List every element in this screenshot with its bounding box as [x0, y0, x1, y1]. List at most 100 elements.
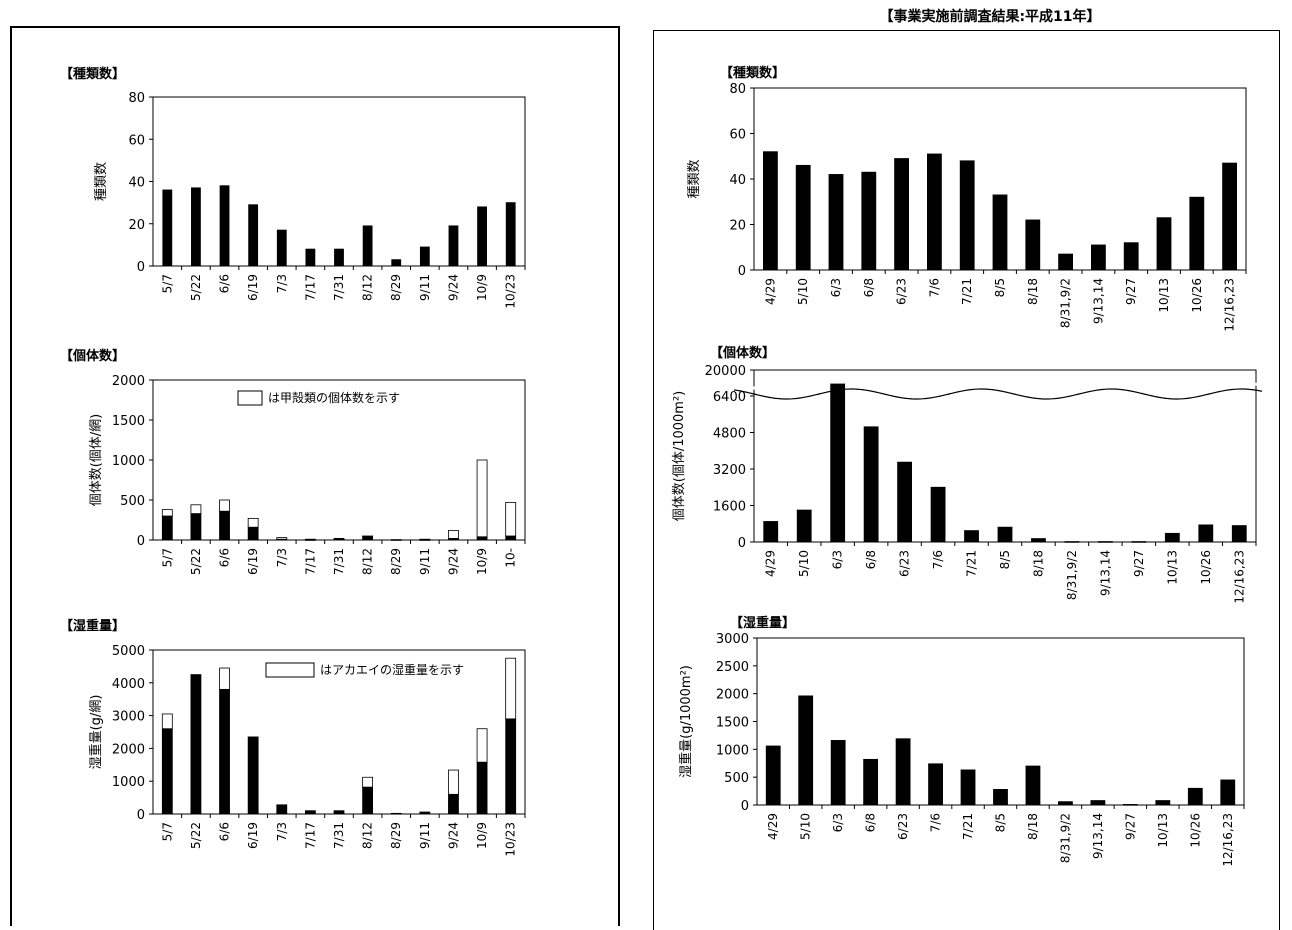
- chart-2: 【湿重量】 0 1000 2000 3000 4000 5000 湿重量(g/網) 5/7 5/2…: [60, 618, 526, 857]
- chart-title: 【湿重量】: [60, 618, 125, 634]
- x-tick-label: 9/13,14: [1091, 278, 1105, 324]
- y-tick-label: 20000: [705, 364, 746, 379]
- x-tick-label: 6/19: [246, 274, 260, 301]
- bar: [763, 151, 778, 271]
- x-tick-label: 6/23: [898, 550, 912, 577]
- y-tick-label: 1000: [716, 743, 749, 758]
- bar: [863, 426, 879, 543]
- bar: [334, 248, 344, 267]
- y-tick-label: 20: [128, 218, 145, 233]
- x-tick-label: 6/23: [895, 278, 909, 305]
- y-tick-label: 20: [729, 219, 746, 234]
- bar: [390, 539, 402, 541]
- bar: [505, 535, 517, 541]
- y-tick-label: 0: [741, 799, 749, 814]
- plot-area: [753, 369, 1257, 543]
- bar: [505, 657, 517, 720]
- x-tick-label: 8/12: [361, 548, 375, 575]
- bar: [861, 171, 877, 271]
- bar: [927, 153, 942, 271]
- x-tick-label: 8/5: [994, 813, 1008, 832]
- x-tick-label: 7/3: [275, 274, 289, 293]
- bar: [828, 174, 844, 271]
- bar: [765, 745, 781, 806]
- y-tick-label: 0: [137, 534, 145, 549]
- x-tick-label: 10/23: [504, 822, 518, 857]
- chart-4: 【個体数】 0 1600 3200 4800 6400 20000 個体数(個体/1000m²…: [672, 345, 1263, 604]
- bar: [1090, 800, 1106, 806]
- y-axis-label: 湿重量(g/1000m²): [678, 665, 694, 778]
- chart-title: 【湿重量】: [730, 615, 795, 631]
- x-tick-label: 9/13,14: [1098, 550, 1112, 596]
- y-tick-label: 80: [729, 82, 746, 97]
- x-tick-label: 8/12: [361, 822, 375, 849]
- bar: [276, 804, 288, 815]
- bar: [362, 776, 374, 788]
- bar: [333, 810, 345, 815]
- bar: [219, 688, 230, 815]
- bar: [1231, 525, 1247, 543]
- legend-swatch: [237, 390, 263, 406]
- x-tick-label: 7/21: [960, 278, 974, 305]
- y-axis-label: 個体数(個体/1000m²): [672, 391, 687, 521]
- x-tick-label: 5/10: [797, 550, 811, 577]
- bar: [247, 736, 259, 815]
- y-tick-label: 40: [729, 173, 746, 188]
- bar: [1031, 538, 1046, 543]
- plot-area: [152, 96, 526, 267]
- y-tick-label: 4000: [112, 677, 145, 692]
- x-tick-label: 6/6: [218, 548, 232, 567]
- x-tick-label: 7/17: [303, 274, 317, 301]
- bar: [191, 187, 201, 267]
- bar: [190, 513, 202, 541]
- y-tick-label: 1000: [112, 454, 145, 469]
- x-tick-label: 7/21: [961, 813, 975, 840]
- y-tick-label: 80: [128, 91, 145, 106]
- x-tick-label: 6/23: [896, 813, 910, 840]
- chart-1: 【個体数】 0 500 1000 1500 2000 個体数(個体/網) 5/7 5/22 6/6…: [60, 348, 526, 575]
- x-tick-label: 9/27: [1123, 813, 1137, 840]
- y-tick-label: 5000: [112, 644, 145, 659]
- bar: [304, 810, 316, 815]
- bar: [248, 204, 259, 267]
- y-tick-label: 3000: [716, 632, 749, 647]
- x-tick-label: 6/19: [246, 822, 260, 849]
- bar: [333, 538, 345, 540]
- bar: [928, 763, 943, 806]
- x-tick-label: 9/24: [446, 822, 460, 849]
- y-tick-label: 1500: [112, 414, 145, 429]
- x-tick-label: 8/31,9/2: [1065, 550, 1079, 600]
- bar: [476, 761, 488, 815]
- x-tick-label: 7/21: [965, 550, 979, 577]
- bar: [1064, 541, 1080, 543]
- x-tick-label: 8/29: [389, 822, 403, 849]
- bar: [992, 194, 1008, 271]
- x-tick-label: 9/27: [1132, 550, 1146, 577]
- y-tick-label: 2000: [112, 742, 145, 757]
- plot-area: [756, 637, 1245, 806]
- x-tick-label: 8/12: [361, 274, 375, 301]
- bar: [448, 793, 459, 815]
- bar: [959, 160, 975, 271]
- y-axis-label: 個体数(個体/網): [89, 414, 104, 507]
- chart-title: 【種類数】: [720, 65, 785, 81]
- bar: [1122, 804, 1138, 806]
- x-tick-label: 6/8: [864, 813, 878, 832]
- bar: [798, 695, 814, 806]
- chart-0: 【種類数】 0 20 40 60 80 種類数 5/7 5/22 6/6 6/19 7/3 7/17 7/…: [60, 66, 526, 309]
- bar: [448, 225, 459, 267]
- legend-swatch: [265, 662, 315, 678]
- bar: [505, 501, 517, 537]
- x-tick-label: 7/6: [931, 550, 945, 569]
- x-tick-label: 6/3: [831, 550, 845, 569]
- bar: [897, 461, 912, 543]
- x-tick-label: 6/6: [218, 822, 232, 841]
- chart-title: 【個体数】: [60, 348, 125, 364]
- x-tick-label: 7/6: [927, 278, 941, 297]
- y-tick-label: 3200: [713, 463, 746, 478]
- legend-text: は甲殻類の個体数を示す: [268, 390, 400, 405]
- bar: [1131, 541, 1147, 543]
- bar: [419, 811, 431, 815]
- y-tick-label: 1000: [112, 775, 145, 790]
- x-tick-label: 12/16,23: [1223, 278, 1237, 332]
